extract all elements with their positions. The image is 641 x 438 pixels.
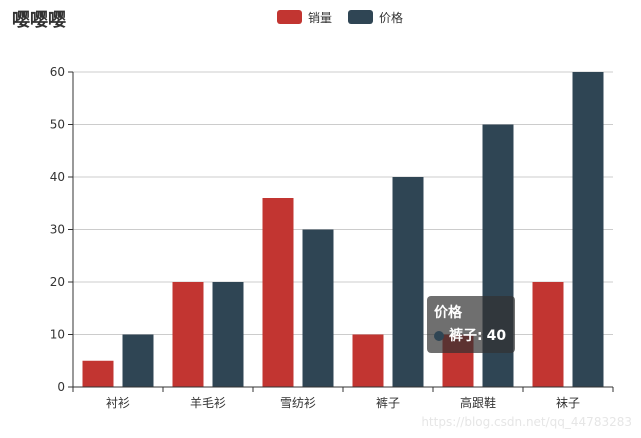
gridlines	[73, 71, 613, 335]
tooltip-series-dot	[434, 331, 444, 341]
legend-swatch-sales	[277, 10, 302, 24]
tooltip-separator: :	[477, 328, 483, 344]
x-tick-label-0: 衬衫	[106, 396, 130, 410]
bar-sales-1[interactable]	[172, 282, 204, 387]
y-tick-label-5: 50	[50, 118, 65, 132]
bar-price-3[interactable]	[392, 177, 424, 387]
tooltip-row: 裤子:40	[434, 327, 509, 345]
bars	[82, 72, 604, 388]
x-tick-label-1: 羊毛衫	[190, 395, 226, 410]
x-tick-labels: 衬衫 羊毛衫 雪纺衫 裤子 高跟鞋 袜子	[106, 395, 580, 410]
bar-sales-2[interactable]	[262, 198, 294, 387]
y-tick-label-1: 10	[50, 328, 65, 342]
tooltip: 价格 裤子:40	[427, 296, 515, 353]
watermark: https://blog.csdn.net/qq_44783283	[421, 415, 632, 429]
x-tick-label-4: 高跟鞋	[460, 395, 496, 410]
legend-item-sales[interactable]: 销量	[277, 10, 332, 25]
chart-title: 嘤嘤嘤	[12, 10, 66, 31]
y-tick-labels: 0 10 20 30 40 50 60	[50, 65, 65, 394]
y-tick-label-3: 30	[50, 223, 65, 237]
y-tick-label-2: 20	[50, 275, 65, 289]
bar-price-5[interactable]	[572, 72, 604, 387]
bar-price-2[interactable]	[302, 229, 334, 388]
legend: 销量 价格	[277, 10, 403, 25]
y-tick-label-0: 0	[57, 380, 65, 394]
tooltip-title: 价格	[434, 305, 462, 321]
tooltip-category: 裤子	[449, 328, 477, 344]
x-tick-label-5: 袜子	[556, 396, 580, 410]
axes	[68, 71, 614, 392]
legend-item-price[interactable]: 价格	[348, 10, 403, 25]
x-tick-label-2: 雪纺衫	[280, 396, 316, 410]
bar-sales-3[interactable]	[352, 334, 384, 388]
bar-price-0[interactable]	[122, 334, 154, 388]
x-tick-label-3: 裤子	[376, 396, 400, 410]
bar-sales-0[interactable]	[82, 360, 114, 387]
legend-label-price: 价格	[379, 10, 403, 25]
bar-price-1[interactable]	[212, 282, 244, 387]
y-tick-label-4: 40	[50, 170, 65, 184]
y-tick-label-6: 60	[50, 65, 65, 79]
tooltip-value: 40	[486, 328, 507, 344]
legend-label-sales: 销量	[308, 11, 332, 25]
legend-swatch-price	[348, 10, 373, 24]
bar-sales-5[interactable]	[532, 282, 564, 387]
